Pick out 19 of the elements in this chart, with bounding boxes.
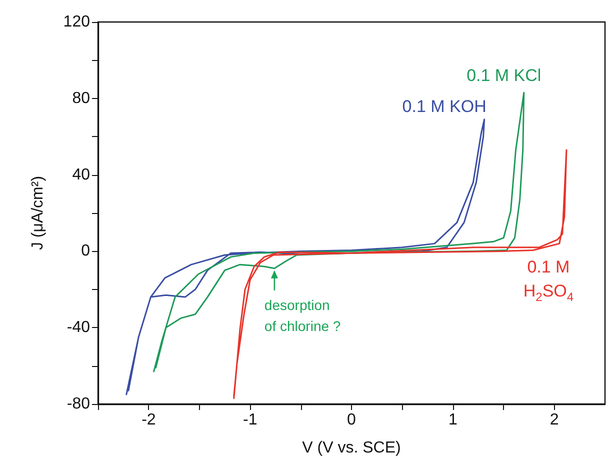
- x-tick-label: 0: [347, 412, 356, 428]
- x-axis-title: V (V vs. SCE): [302, 440, 401, 456]
- y-axis-title: J (μA/cm²): [30, 176, 46, 250]
- x-tick-label: -2: [142, 412, 156, 428]
- x-tick-label: 2: [550, 412, 559, 428]
- x-tick-label: 1: [448, 412, 458, 428]
- series-label: 0.1 M KOH: [402, 96, 486, 116]
- line-series: [233, 149, 568, 400]
- y-tick-label: -80: [66, 396, 90, 412]
- series-label: 0.1 M KCl: [466, 66, 542, 86]
- annotation: desorption of chlorine ?: [264, 296, 341, 334]
- y-tick-label: 40: [72, 166, 90, 184]
- line-series: [126, 118, 486, 396]
- y-tick-label: 120: [63, 14, 90, 30]
- y-tick-label: 80: [72, 90, 90, 107]
- y-tick-label: 0: [81, 242, 90, 260]
- x-tick-label: -1: [242, 412, 258, 428]
- y-tick-label: -40: [66, 319, 90, 336]
- line-series: [153, 92, 525, 372]
